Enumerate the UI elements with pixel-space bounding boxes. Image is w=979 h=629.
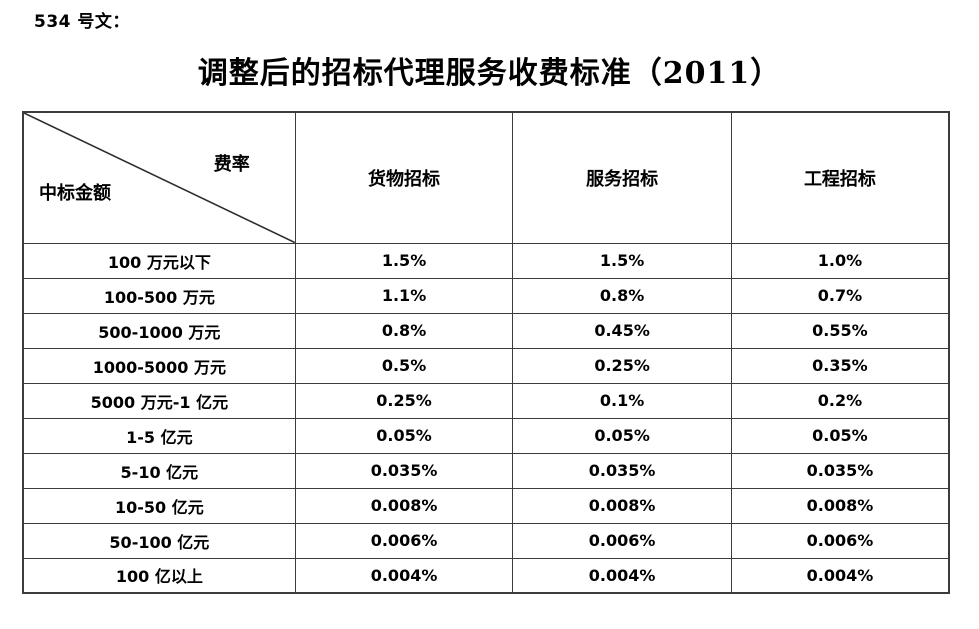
goods-rate-cell: 0.5% — [294, 347, 514, 384]
table-row: 10-50 亿元 0.008% 0.008% 0.008% — [22, 487, 950, 524]
engineering-rate-cell: 0.2% — [730, 382, 950, 419]
service-rate-cell: 0.006% — [512, 522, 732, 559]
service-rate-cell: 0.8% — [512, 277, 732, 314]
goods-rate-cell: 0.004% — [294, 557, 514, 594]
corner-header-cell: 费率 中标金额 — [22, 111, 296, 244]
table-row: 5000 万元-1 亿元 0.25% 0.1% 0.2% — [22, 382, 950, 419]
table-row: 50-100 亿元 0.006% 0.006% 0.006% — [22, 522, 950, 559]
page-title: 调整后的招标代理服务收费标准（2011） — [197, 56, 782, 91]
amount-cell: 10-50 亿元 — [22, 487, 296, 524]
column-header-service: 服务招标 — [512, 111, 732, 244]
table-row: 5-10 亿元 0.035% 0.035% 0.035% — [22, 452, 950, 489]
corner-label-rate: 费率 — [213, 154, 250, 175]
engineering-rate-cell: 0.006% — [730, 522, 950, 559]
service-rate-cell: 0.004% — [512, 557, 732, 594]
goods-rate-cell: 0.05% — [294, 417, 514, 454]
amount-cell: 100-500 万元 — [22, 277, 296, 314]
goods-rate-cell: 0.25% — [294, 382, 514, 419]
engineering-rate-cell: 0.008% — [730, 487, 950, 524]
engineering-rate-cell: 0.55% — [730, 312, 950, 349]
doc-number-label: 534 号文： — [34, 12, 130, 32]
table-row: 500-1000 万元 0.8% 0.45% 0.55% — [22, 312, 950, 349]
engineering-rate-cell: 0.035% — [730, 452, 950, 489]
table-header-row: 费率 中标金额 货物招标 服务招标 工程招标 — [22, 111, 950, 244]
goods-rate-cell: 0.035% — [294, 452, 514, 489]
amount-cell: 1-5 亿元 — [22, 417, 296, 454]
column-header-goods: 货物招标 — [294, 111, 514, 244]
amount-cell: 1000-5000 万元 — [22, 347, 296, 384]
diagonal-line-icon — [24, 113, 295, 243]
service-rate-cell: 0.25% — [512, 347, 732, 384]
engineering-rate-cell: 0.05% — [730, 417, 950, 454]
engineering-rate-cell: 0.35% — [730, 347, 950, 384]
table-row: 100 亿以上 0.004% 0.004% 0.004% — [22, 557, 950, 594]
engineering-rate-cell: 0.7% — [730, 277, 950, 314]
fee-table: 费率 中标金额 货物招标 服务招标 工程招标 100 万元以下 1.5% 1.5… — [22, 111, 950, 594]
amount-cell: 5-10 亿元 — [22, 452, 296, 489]
service-rate-cell: 1.5% — [512, 242, 732, 279]
engineering-rate-cell: 1.0% — [730, 242, 950, 279]
table-row: 1000-5000 万元 0.5% 0.25% 0.35% — [22, 347, 950, 384]
table-row: 100 万元以下 1.5% 1.5% 1.0% — [22, 242, 950, 279]
engineering-rate-cell: 0.004% — [730, 557, 950, 594]
service-rate-cell: 0.035% — [512, 452, 732, 489]
amount-cell: 5000 万元-1 亿元 — [22, 382, 296, 419]
goods-rate-cell: 0.8% — [294, 312, 514, 349]
goods-rate-cell: 0.006% — [294, 522, 514, 559]
table-row: 100-500 万元 1.1% 0.8% 0.7% — [22, 277, 950, 314]
amount-cell: 100 亿以上 — [22, 557, 296, 594]
goods-rate-cell: 0.008% — [294, 487, 514, 524]
service-rate-cell: 0.05% — [512, 417, 732, 454]
amount-cell: 100 万元以下 — [22, 242, 296, 279]
service-rate-cell: 0.008% — [512, 487, 732, 524]
service-rate-cell: 0.45% — [512, 312, 732, 349]
service-rate-cell: 0.1% — [512, 382, 732, 419]
goods-rate-cell: 1.1% — [294, 277, 514, 314]
column-header-engineering: 工程招标 — [730, 111, 950, 244]
corner-label-amount: 中标金额 — [39, 183, 111, 204]
amount-cell: 50-100 亿元 — [22, 522, 296, 559]
table-row: 1-5 亿元 0.05% 0.05% 0.05% — [22, 417, 950, 454]
amount-cell: 500-1000 万元 — [22, 312, 296, 349]
goods-rate-cell: 1.5% — [294, 242, 514, 279]
